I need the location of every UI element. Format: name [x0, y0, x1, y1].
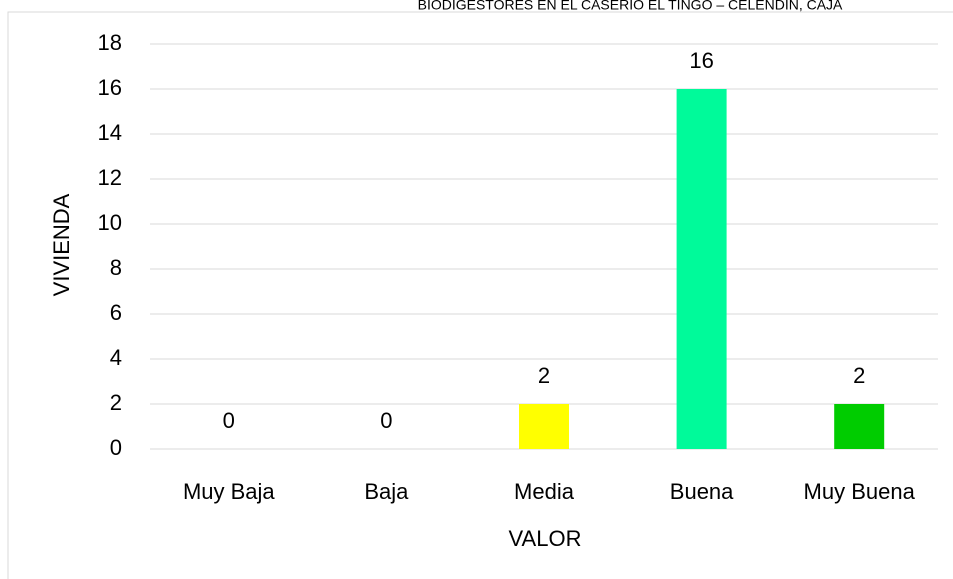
y-tick-label: 18: [98, 30, 122, 55]
y-tick-label: 14: [98, 120, 122, 145]
y-tick-label: 10: [98, 210, 122, 235]
x-tick-label: Media: [514, 479, 575, 504]
y-tick-label: 8: [110, 255, 122, 280]
x-tick-label: Buena: [670, 479, 734, 504]
bar: [834, 404, 885, 449]
x-tick-label: Baja: [364, 479, 409, 504]
chart-title: BIODIGESTORES EN EL CASERIO EL TINGO – C…: [418, 0, 843, 13]
data-label: 16: [689, 48, 713, 73]
y-tick-label: 0: [110, 435, 122, 460]
bar: [676, 89, 727, 449]
data-label: 0: [223, 408, 235, 433]
x-tick-label: Muy Baja: [183, 479, 275, 504]
y-axis-label: VIVIENDA: [49, 193, 74, 296]
data-label: 0: [380, 408, 392, 433]
chart-frame: [7, 11, 953, 579]
bar: [519, 404, 569, 449]
y-tick-label: 2: [110, 390, 122, 415]
data-label: 2: [853, 363, 865, 388]
y-tick-label: 6: [110, 300, 122, 325]
data-label: 2: [538, 363, 550, 388]
x-axis-label: VALOR: [509, 526, 582, 551]
y-tick-label: 4: [110, 345, 122, 370]
y-tick-label: 16: [98, 75, 122, 100]
y-tick-label: 12: [98, 165, 122, 190]
x-tick-label: Muy Buena: [804, 479, 916, 504]
